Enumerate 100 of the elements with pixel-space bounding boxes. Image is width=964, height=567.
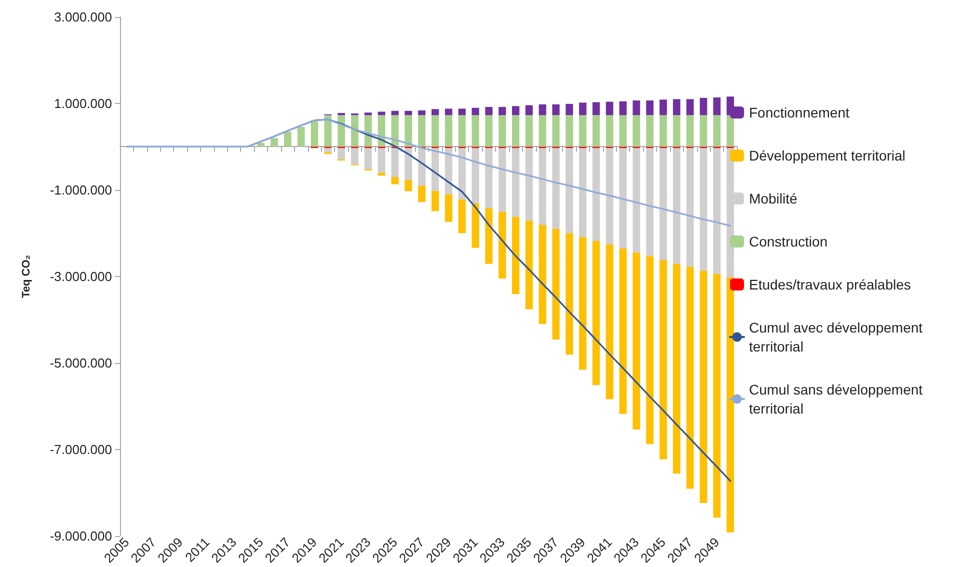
bar	[284, 132, 292, 147]
bar	[351, 148, 358, 164]
y-tick-label: 1.000.000	[54, 96, 112, 111]
legend-label: Construction	[749, 234, 828, 250]
bar	[592, 240, 600, 385]
bar	[512, 216, 520, 294]
bar	[525, 220, 533, 310]
bar	[418, 186, 426, 202]
bar	[713, 115, 721, 147]
bar	[686, 266, 694, 489]
bar	[660, 260, 667, 460]
bar	[592, 102, 600, 116]
bar	[579, 102, 586, 116]
legend-label: Cumul sans développement territorial	[749, 382, 926, 416]
bar	[713, 97, 721, 116]
bar	[672, 99, 680, 116]
bar	[632, 252, 640, 430]
bar	[579, 115, 586, 147]
bar	[700, 98, 708, 116]
bar	[391, 176, 399, 184]
bar	[404, 115, 412, 147]
bar	[579, 237, 586, 370]
bar	[310, 120, 318, 147]
bar	[660, 100, 667, 116]
bar	[700, 148, 708, 271]
y-tick-label: -3.000.000	[50, 268, 112, 284]
bar	[632, 148, 640, 253]
bar	[418, 148, 426, 186]
bar	[660, 115, 667, 147]
bar	[338, 112, 346, 116]
bar	[472, 115, 480, 147]
bar	[700, 115, 708, 147]
y-tick-label: -5.000.000	[50, 355, 112, 370]
legend-label: Mobilité	[749, 190, 798, 206]
bar	[646, 115, 654, 147]
y-tick-label: 3.000.000	[54, 10, 112, 24]
bar	[538, 224, 546, 324]
bar	[606, 244, 614, 400]
bar	[619, 115, 627, 147]
bar	[432, 190, 439, 212]
bar	[512, 115, 520, 147]
bar	[444, 194, 452, 222]
bar	[498, 106, 506, 116]
bar	[660, 148, 667, 260]
bar	[351, 115, 358, 147]
bar	[592, 115, 600, 147]
bar	[726, 115, 734, 147]
y-tick-label: -7.000.000	[50, 442, 112, 457]
bar	[619, 248, 627, 414]
bar	[472, 148, 480, 204]
bar	[538, 115, 546, 147]
bar	[338, 115, 346, 147]
bar	[432, 109, 439, 116]
bar	[378, 112, 386, 116]
bar	[338, 148, 346, 160]
bar	[512, 106, 520, 116]
bar	[552, 148, 560, 229]
bar	[552, 115, 560, 147]
bar	[579, 148, 586, 238]
bar	[672, 264, 680, 474]
bar	[619, 148, 627, 248]
bar	[525, 148, 533, 221]
bar	[713, 148, 721, 274]
bar	[458, 199, 466, 234]
bar	[726, 277, 734, 532]
bar	[432, 148, 439, 191]
bar	[552, 228, 560, 340]
bar	[525, 115, 533, 147]
bar	[646, 148, 654, 256]
bar	[606, 115, 614, 147]
bar	[672, 115, 680, 147]
bar	[686, 99, 694, 116]
bar	[498, 148, 506, 212]
bar	[472, 203, 480, 248]
bar	[538, 148, 546, 225]
y-tick-label: -1.000.000	[50, 182, 112, 198]
bar	[324, 115, 332, 147]
bar	[378, 148, 386, 173]
bar	[700, 270, 708, 503]
bar	[525, 105, 533, 116]
bar	[632, 115, 640, 147]
bar	[646, 100, 654, 116]
bar	[444, 115, 452, 147]
bar	[391, 148, 399, 177]
bar	[686, 148, 694, 267]
bar	[592, 148, 600, 241]
bar	[606, 148, 614, 244]
bar	[444, 108, 452, 116]
legend-label: Développement territorial	[749, 148, 906, 164]
bar	[404, 110, 412, 116]
line-series	[126, 118, 732, 227]
y-axis-title: Teq CO₂	[20, 254, 32, 298]
bar	[512, 148, 520, 217]
bar	[485, 148, 493, 208]
bar	[432, 115, 439, 147]
bar	[324, 148, 332, 152]
bar	[632, 100, 640, 116]
bar	[566, 115, 574, 147]
legend-label: Cumul avec développement territorial	[749, 320, 926, 354]
bar	[485, 115, 493, 147]
